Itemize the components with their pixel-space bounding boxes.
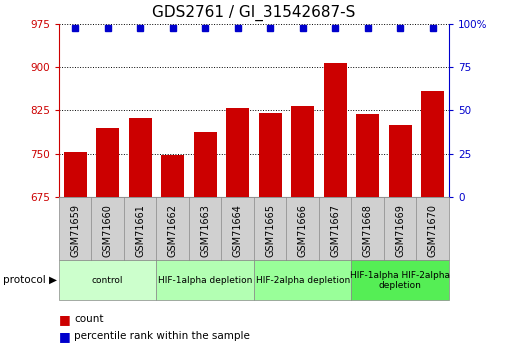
Bar [389,125,411,197]
Bar [226,108,249,197]
Bar [194,132,216,197]
Text: GSM71664: GSM71664 [233,204,243,257]
Text: GSM71660: GSM71660 [103,204,113,257]
Text: count: count [74,314,104,324]
Text: GSM71663: GSM71663 [200,204,210,257]
Bar [259,113,282,197]
Text: ■: ■ [59,330,71,343]
Text: GSM71668: GSM71668 [363,204,372,257]
Bar [421,91,444,197]
Text: ■: ■ [59,313,71,326]
Text: HIF-1alpha depletion: HIF-1alpha depletion [158,276,252,285]
Text: control: control [92,276,124,285]
Bar [129,118,152,197]
Text: protocol ▶: protocol ▶ [3,275,56,285]
Bar [161,155,184,197]
Text: percentile rank within the sample: percentile rank within the sample [74,332,250,341]
Text: GSM71665: GSM71665 [265,204,275,257]
Text: GSM71666: GSM71666 [298,204,308,257]
Text: GSM71669: GSM71669 [395,204,405,257]
Text: GSM71667: GSM71667 [330,204,340,257]
Bar [324,63,347,197]
Text: GSM71670: GSM71670 [428,204,438,257]
Text: GSM71662: GSM71662 [168,204,177,257]
Text: HIF-2alpha depletion: HIF-2alpha depletion [255,276,350,285]
Title: GDS2761 / GI_31542687-S: GDS2761 / GI_31542687-S [152,5,356,21]
Bar [96,128,119,197]
Bar [291,106,314,197]
Text: GSM71661: GSM71661 [135,204,145,257]
Bar [64,152,87,197]
Bar [356,115,379,197]
Text: GSM71659: GSM71659 [70,204,80,257]
Text: HIF-1alpha HIF-2alpha
depletion: HIF-1alpha HIF-2alpha depletion [350,270,450,290]
